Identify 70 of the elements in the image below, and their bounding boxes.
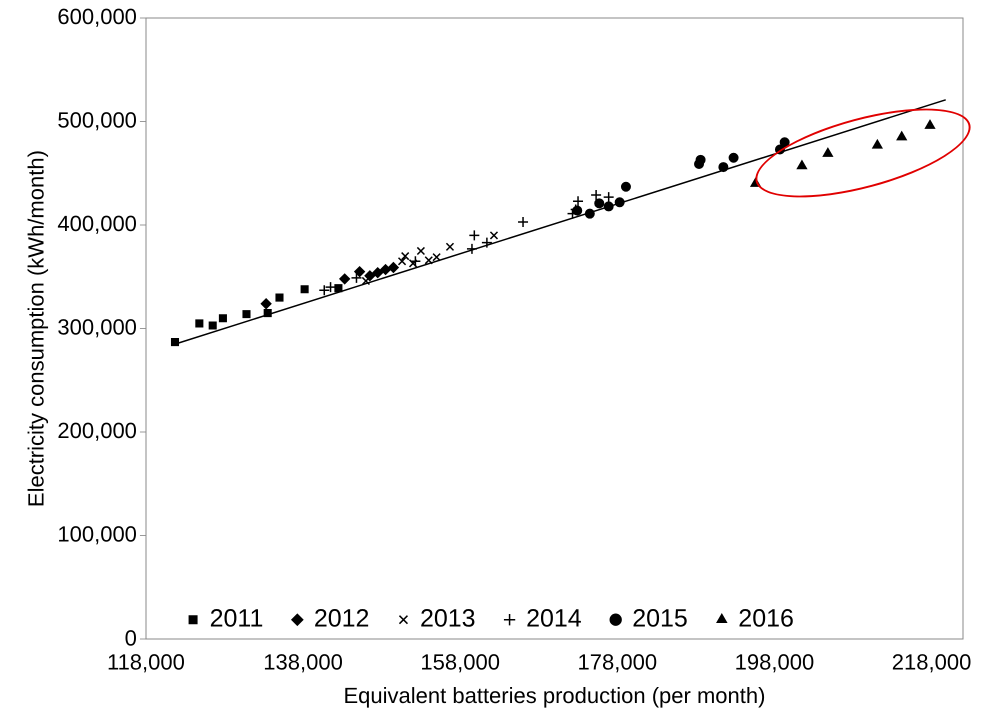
point [218,314,227,322]
point [408,259,418,268]
y-tick-label: 400,000 [57,211,137,236]
point [796,160,808,170]
point [896,131,907,140]
x-axis-title: Equivalent batteries production (per month) [344,682,766,708]
legend-label: 2013 [420,604,476,633]
point [620,182,631,192]
point [481,236,493,248]
point [432,252,441,262]
y-tick-label: 600,000 [57,4,137,30]
y-tick-label: 300,000 [57,314,137,340]
x-tick-label: 198,000 [734,649,814,674]
point [728,152,739,163]
point [517,216,529,228]
point [718,162,728,172]
point [822,148,834,157]
point [410,256,422,268]
point [400,252,410,260]
point [208,321,217,330]
point [696,154,706,165]
legend-label: 2014 [526,604,582,633]
point [339,273,350,284]
legend-label: 2012 [314,604,370,633]
x-tick-label: 218,000 [892,649,972,674]
point [780,137,790,148]
point [260,298,272,310]
point [416,246,426,256]
x-tick-label: 138,000 [263,649,343,674]
point [195,319,204,328]
point [275,294,284,302]
point [350,272,362,284]
point [446,242,454,252]
point [602,191,614,203]
legend-label: 2015 [632,604,688,633]
point [584,208,595,219]
point [300,285,309,294]
point [466,243,478,255]
point [318,284,330,296]
point [380,264,392,276]
x-tick-label: 118,000 [106,649,185,674]
point [590,189,602,201]
y-tick-label: 100,000 [57,522,137,547]
point [614,197,625,208]
point [334,284,342,292]
point [242,310,251,318]
legend-label: 2011 [210,604,264,633]
point [424,256,434,265]
y-tick-label: 500,000 [57,108,137,133]
x-tick-label: 158,000 [420,649,500,674]
point [388,262,399,274]
y-tick-label: 200,000 [57,418,137,444]
point [398,257,406,266]
point [264,309,272,318]
y-axis-title: Electricity consumption (kWh/month) [23,150,48,508]
point [468,230,480,242]
point [572,196,584,208]
legend-label: 2016 [738,604,794,633]
point [604,201,614,212]
point [490,231,498,240]
point [170,338,180,346]
point [362,276,370,286]
point [594,198,604,208]
x-tick-label: 178,000 [578,649,658,674]
point [924,120,936,129]
point [872,139,883,149]
y-tick-label: 0 [124,625,137,650]
point [364,270,376,282]
point [354,266,366,278]
point [372,267,384,278]
